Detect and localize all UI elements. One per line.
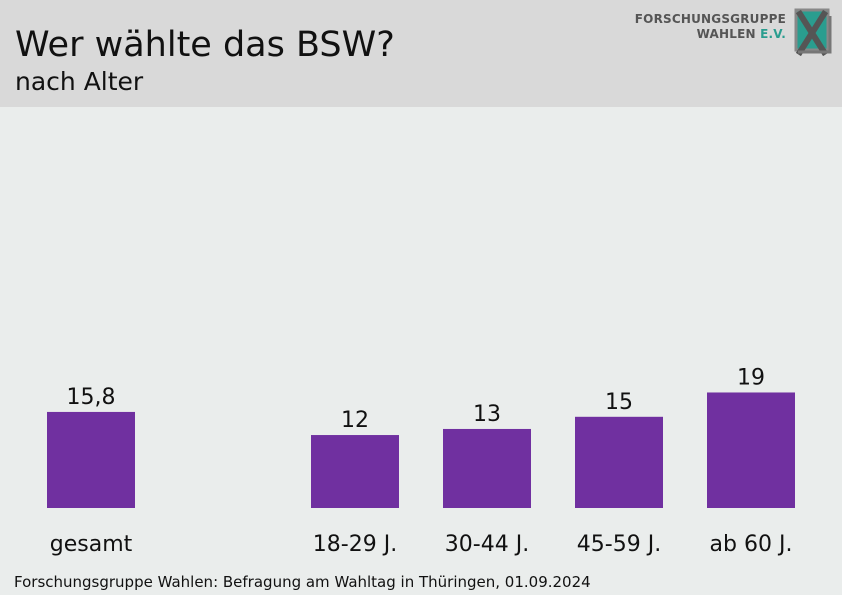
- logo-line-2: WAHLEN E.V.: [635, 27, 786, 42]
- value-label-1: 15,8: [67, 385, 116, 410]
- logo: FORSCHUNGSGRUPPE WAHLEN E.V.: [635, 8, 832, 56]
- chart-title: Wer wählte das BSW?: [15, 25, 395, 65]
- logo-line-2-a: WAHLEN: [696, 27, 761, 41]
- header: Wer wählte das BSW? nach Alter FORSCHUNG…: [0, 0, 842, 107]
- bar-1: [47, 411, 135, 508]
- source-note: Forschungsgruppe Wahlen: Befragung am Wa…: [14, 573, 591, 591]
- logo-line-1: FORSCHUNGSGRUPPE: [634, 12, 786, 26]
- category-label-5: ab 60 J.: [710, 532, 793, 557]
- bar-2: [311, 435, 399, 508]
- logo-line-2-b: E.V.: [760, 27, 786, 41]
- value-label-4: 15: [605, 390, 633, 415]
- category-label-1: gesamt: [50, 532, 133, 557]
- category-label-4: 45-59 J.: [577, 532, 661, 557]
- category-label-2: 18-29 J.: [313, 532, 397, 557]
- value-label-3: 13: [473, 402, 501, 427]
- bar-5: [707, 392, 795, 508]
- chart-subtitle: nach Alter: [15, 67, 144, 96]
- category-label-3: 30-44 J.: [445, 532, 529, 557]
- bar-3: [443, 428, 531, 508]
- bar-4: [575, 416, 663, 508]
- bar-chart: 15,8 gesamt 12 18-29 J. 13 30-44 J. 15 45-59 J.…: [47, 365, 795, 557]
- value-label-5: 19: [737, 365, 765, 390]
- logo-mark-icon: [794, 8, 832, 56]
- logo-text: FORSCHUNGSGRUPPE WAHLEN E.V.: [635, 12, 786, 42]
- value-label-2: 12: [341, 408, 369, 433]
